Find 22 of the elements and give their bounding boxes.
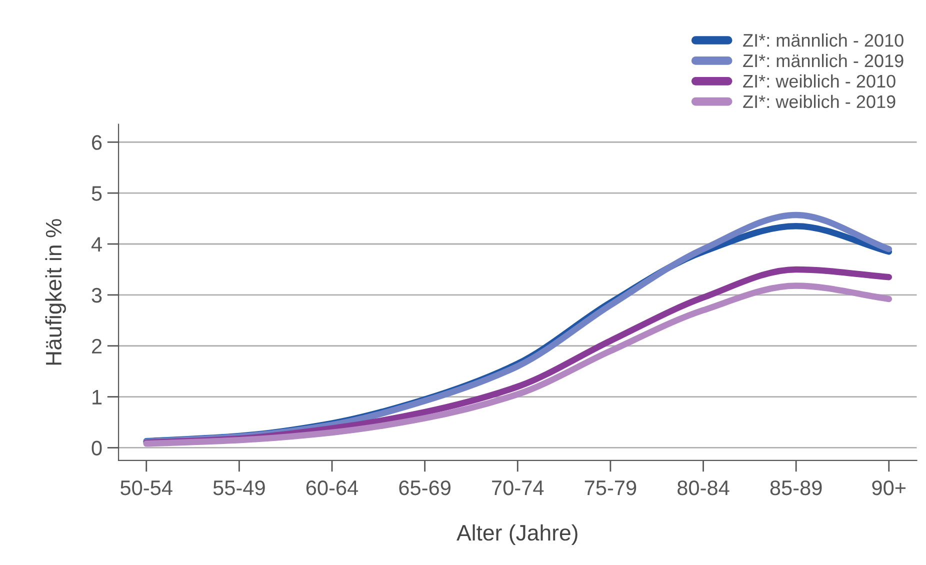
x-tick-label: 85-89 — [770, 480, 822, 496]
y-tick-label: 5 — [92, 186, 102, 201]
y-axis-title: Häufigkeit in % — [45, 219, 66, 365]
x-tick-label: 60-64 — [306, 480, 358, 496]
y-tick-label: 6 — [92, 135, 102, 150]
x-tick-label: 65-69 — [399, 480, 450, 496]
y-tick-label: 2 — [92, 338, 102, 354]
legend-label: ZI*: männlich - 2010 — [743, 34, 904, 47]
x-tick-label: 80-84 — [678, 480, 730, 496]
x-axis-title: Alter (Jahre) — [456, 524, 578, 546]
x-tick-label: 90+ — [872, 480, 906, 496]
y-tick-label: 0 — [92, 440, 102, 456]
y-tick-label: 1 — [92, 390, 102, 404]
legend-label: ZI*: männlich - 2019 — [743, 54, 904, 68]
legend-label: ZI*: weiblich - 2019 — [743, 94, 896, 108]
legend-label: ZI*: weiblich - 2010 — [743, 74, 896, 88]
y-tick-label: 3 — [92, 288, 102, 303]
x-tick-label: 75-79 — [584, 480, 636, 496]
x-tick-label: 50-54 — [120, 480, 172, 496]
x-tick-label: 55-49 — [213, 480, 265, 496]
y-tick-label: 4 — [91, 237, 102, 252]
x-tick-label: 70-74 — [492, 480, 544, 496]
